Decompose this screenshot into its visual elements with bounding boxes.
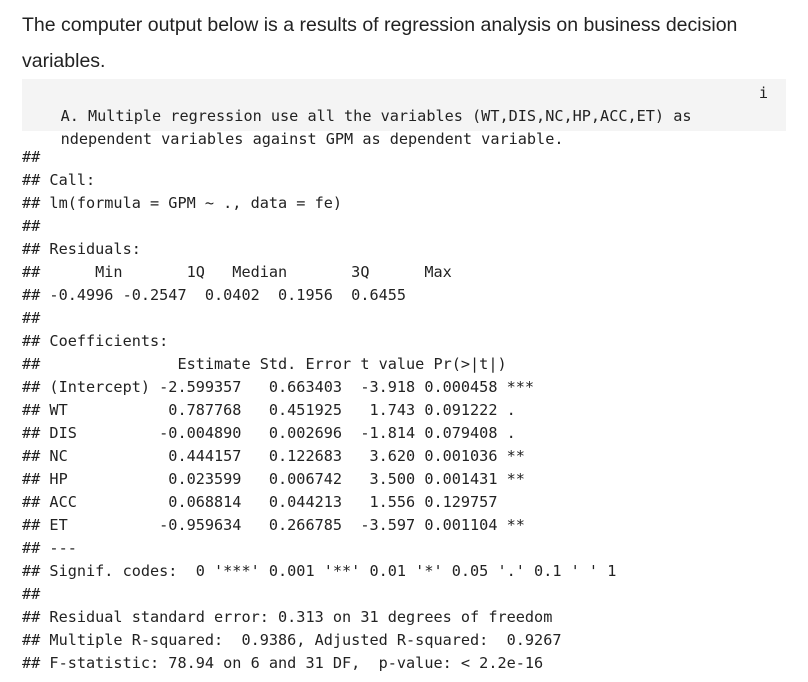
question-code-block: A. Multiple regression use all the varia…	[22, 79, 786, 148]
output-line: ## WT 0.787768 0.451925 1.743 0.091222 .	[22, 401, 516, 419]
output-line: ## DIS -0.004890 0.002696 -1.814 0.07940…	[22, 424, 516, 442]
output-line: ## Residuals:	[22, 240, 141, 258]
output-line: ## Residual standard error: 0.313 on 31 …	[22, 608, 553, 626]
question-line-text: A. Multiple regression use all the varia…	[60, 107, 692, 125]
question-line-tail: i	[758, 84, 768, 102]
output-line: ## Signif. codes: 0 '***' 0.001 '**' 0.0…	[22, 562, 617, 580]
output-line: ## F-statistic: 78.94 on 6 and 31 DF, p-…	[22, 654, 544, 672]
regression-output: ## ## Call: ## lm(formula = GPM ~ ., dat…	[22, 146, 792, 682]
output-line: ## Min 1Q Median 3Q Max	[22, 263, 452, 281]
output-line: ##	[22, 148, 41, 166]
question-line-text: ndependent variables against GPM as depe…	[60, 130, 564, 148]
intro-paragraph: The computer output below is a results o…	[22, 14, 738, 72]
output-line: ##	[22, 309, 41, 327]
output-line: ## (Intercept) -2.599357 0.663403 -3.918…	[22, 378, 535, 396]
output-line: ## ET -0.959634 0.266785 -3.597 0.001104…	[22, 516, 525, 534]
output-line: ## Coefficients:	[22, 332, 169, 350]
output-line: ## -0.4996 -0.2547 0.0402 0.1956 0.6455	[22, 286, 407, 304]
output-line: ## Call:	[22, 171, 96, 189]
output-line: ## lm(formula = GPM ~ ., data = fe)	[22, 194, 343, 212]
output-line: ## ---	[22, 539, 77, 557]
output-line: ## ACC 0.068814 0.044213 1.556 0.129757	[22, 493, 498, 511]
output-line: ## HP 0.023599 0.006742 3.500 0.001431 *…	[22, 470, 525, 488]
output-line: ##	[22, 217, 41, 235]
output-line: ## NC 0.444157 0.122683 3.620 0.001036 *…	[22, 447, 525, 465]
question-line: A. Multiple regression use all the varia…	[22, 82, 786, 125]
question-line: ndependent variables against GPM as depe…	[22, 105, 786, 148]
output-line: ## Multiple R-squared: 0.9386, Adjusted …	[22, 631, 562, 649]
output-line: ## Estimate Std. Error t value Pr(>|t|)	[22, 355, 507, 373]
output-line: ##	[22, 585, 41, 603]
